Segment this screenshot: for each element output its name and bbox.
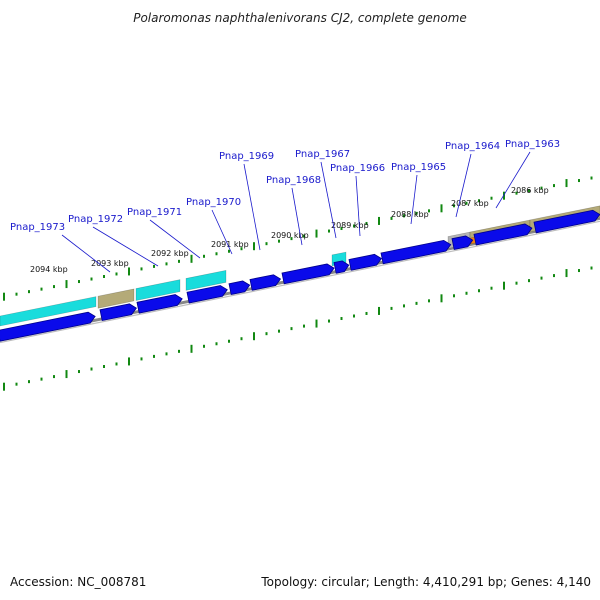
gene-name: Pnap_1968 [266,175,321,186]
cds-arrow-shape [380,239,452,265]
cds-arrow [473,223,533,246]
cds-arrow-shape [136,294,183,314]
cds-arrow-shape [281,263,335,285]
gene-name: Pnap_1964 [445,141,500,152]
cds-arrow-shape [186,285,228,304]
scale-tick-label: 2092 kbp [151,249,189,258]
scale-tick-label: 2093 kbp [91,259,129,268]
cds-track [0,209,600,342]
gene-label-pnap-1965: Pnap_1965 [391,162,446,225]
backbone-shadow-line [0,220,600,344]
cds-arrow-shape [0,311,96,342]
gene-name: Pnap_1967 [295,149,350,160]
gene-name: Pnap_1970 [186,197,241,208]
cds-arrow-shape [333,260,350,274]
cds-arrow-shape [533,209,600,234]
scale-tick-label: 2091 kbp [211,240,249,249]
cds-arrow [348,253,383,271]
misc-feature-khaki [97,288,135,309]
leader-line [320,161,337,239]
scale-tick-label: 2088 kbp [391,210,429,219]
cds-arrow [333,260,350,274]
leader-line [211,209,233,255]
leader-line [92,226,159,267]
leader-line [61,234,111,273]
gene-label-pnap-1966: Pnap_1966 [330,163,385,237]
cds-arrow-shape [249,274,282,291]
gene-label-pnap-1970: Pnap_1970 [186,197,241,255]
leader-line [291,187,303,246]
inner-tick-row [3,266,593,391]
cds-arrow-shape [348,253,383,271]
map-title: Polaromonas naphthalenivorans CJ2, compl… [133,11,467,25]
cds-arrow [186,285,228,304]
leader-line [149,219,201,259]
scale-tick-label: 2090 kbp [271,231,309,240]
gene-name: Pnap_1969 [219,151,274,162]
gene-label-pnap-1972: Pnap_1972 [68,214,159,267]
gene-label-pnap-1969: Pnap_1969 [219,151,274,251]
gene-label-pnap-1963: Pnap_1963 [495,139,560,209]
gene-name: Pnap_1963 [505,139,560,150]
cds-arrow [380,239,452,265]
accession-text: Accession: NC_008781 [10,575,146,589]
cds-arrow-shape [228,280,251,295]
gene-name: Pnap_1971 [127,207,182,218]
scale-tick-label: 2087 kbp [451,199,489,208]
misc-feature-cyan [0,296,97,327]
cds-arrow [249,274,282,291]
cds-arrow [0,311,96,342]
gene-label-pnap-1971: Pnap_1971 [127,207,201,259]
outer-tick-row [3,176,593,301]
leader-line [243,163,261,251]
genome-summary-text: Topology: circular; Length: 4,410,291 bp… [260,575,591,589]
gene-label-pnap-1964: Pnap_1964 [445,141,500,218]
scale-tick-label: 2089 kbp [331,221,369,230]
leader-line [455,153,472,218]
gene-name: Pnap_1966 [330,163,385,174]
cds-arrow [533,209,600,234]
leader-line [410,174,418,225]
gene-label-pnap-1973: Pnap_1973 [10,222,111,273]
cds-arrow-shape [99,303,137,322]
leader-line [495,151,531,209]
cds-arrow [281,263,335,285]
scale-tick-label: 2086 kbp [511,186,549,195]
gene-label-pnap-1967: Pnap_1967 [295,149,350,239]
misc-feature-cyan [185,269,227,291]
gene-name: Pnap_1973 [10,222,65,233]
cds-arrow [136,294,183,314]
cds-arrow [228,280,251,295]
cds-arrow-shape [473,223,533,246]
scale-tick-label: 2094 kbp [30,265,68,274]
leader-line [355,175,361,237]
cds-arrow [451,235,474,250]
misc-feature-cyan [135,279,181,301]
cds-arrow [99,303,137,322]
gene-label-pnap-1968: Pnap_1968 [266,175,321,246]
gene-name: Pnap_1965 [391,162,446,173]
scale-labels: 2094 kbp 2093 kbp 2092 kbp 2091 kbp 2090 kbp… [30,186,549,274]
scale-ticks [3,176,593,391]
gene-name: Pnap_1972 [68,214,123,225]
cds-arrow-shape [451,235,474,250]
